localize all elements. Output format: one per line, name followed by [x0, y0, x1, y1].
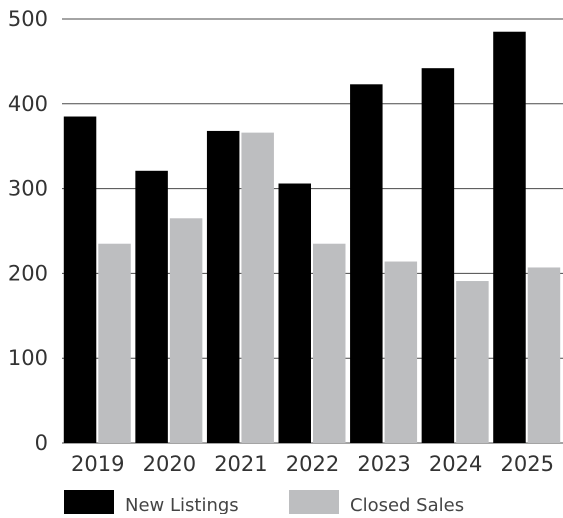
bar-closed-sales-2022 [313, 243, 346, 443]
y-tick-label: 100 [8, 346, 48, 370]
y-tick-label: 300 [8, 177, 48, 201]
y-axis: 0 100 200 300 400 500 [8, 7, 48, 455]
bar-closed-sales-2019 [98, 243, 131, 443]
legend-label-closed-sales: Closed Sales [350, 495, 464, 514]
x-tick-label: 2020 [143, 452, 196, 476]
bar-closed-sales-2024 [456, 281, 489, 443]
legend-swatch-closed-sales [289, 490, 339, 514]
x-tick-label: 2022 [286, 452, 339, 476]
x-tick-label: 2024 [429, 452, 482, 476]
y-tick-label: 200 [8, 261, 48, 285]
bar-closed-sales-2021 [241, 132, 274, 443]
bar-new-listings-2023 [350, 84, 383, 444]
bar-new-listings-2021 [206, 130, 240, 443]
x-tick-label: 2021 [214, 452, 267, 476]
bar-closed-sales-2023 [384, 261, 418, 443]
x-tick-label: 2019 [71, 452, 124, 476]
bar-new-listings-2019 [63, 116, 97, 444]
bar-closed-sales-2025 [527, 267, 561, 443]
x-tick-label: 2023 [357, 452, 410, 476]
legend-swatch-new-listings [64, 490, 114, 514]
y-tick-label: 400 [8, 92, 48, 116]
x-tick-label: 2025 [500, 452, 553, 476]
bar-new-listings-2024 [421, 68, 455, 444]
y-tick-label: 500 [8, 7, 48, 31]
bar-closed-sales-2020 [169, 218, 203, 443]
x-axis: 2019 2020 2021 2022 2023 2024 2025 [71, 452, 554, 476]
bar-new-listings-2022 [278, 183, 311, 443]
y-tick-label: 0 [35, 431, 48, 455]
bar-new-listings-2020 [135, 170, 168, 444]
bar-new-listings-2025 [493, 31, 526, 443]
legend-label-new-listings: New Listings [125, 495, 239, 514]
bars [63, 31, 561, 444]
legend: New Listings Closed Sales [64, 490, 464, 516]
